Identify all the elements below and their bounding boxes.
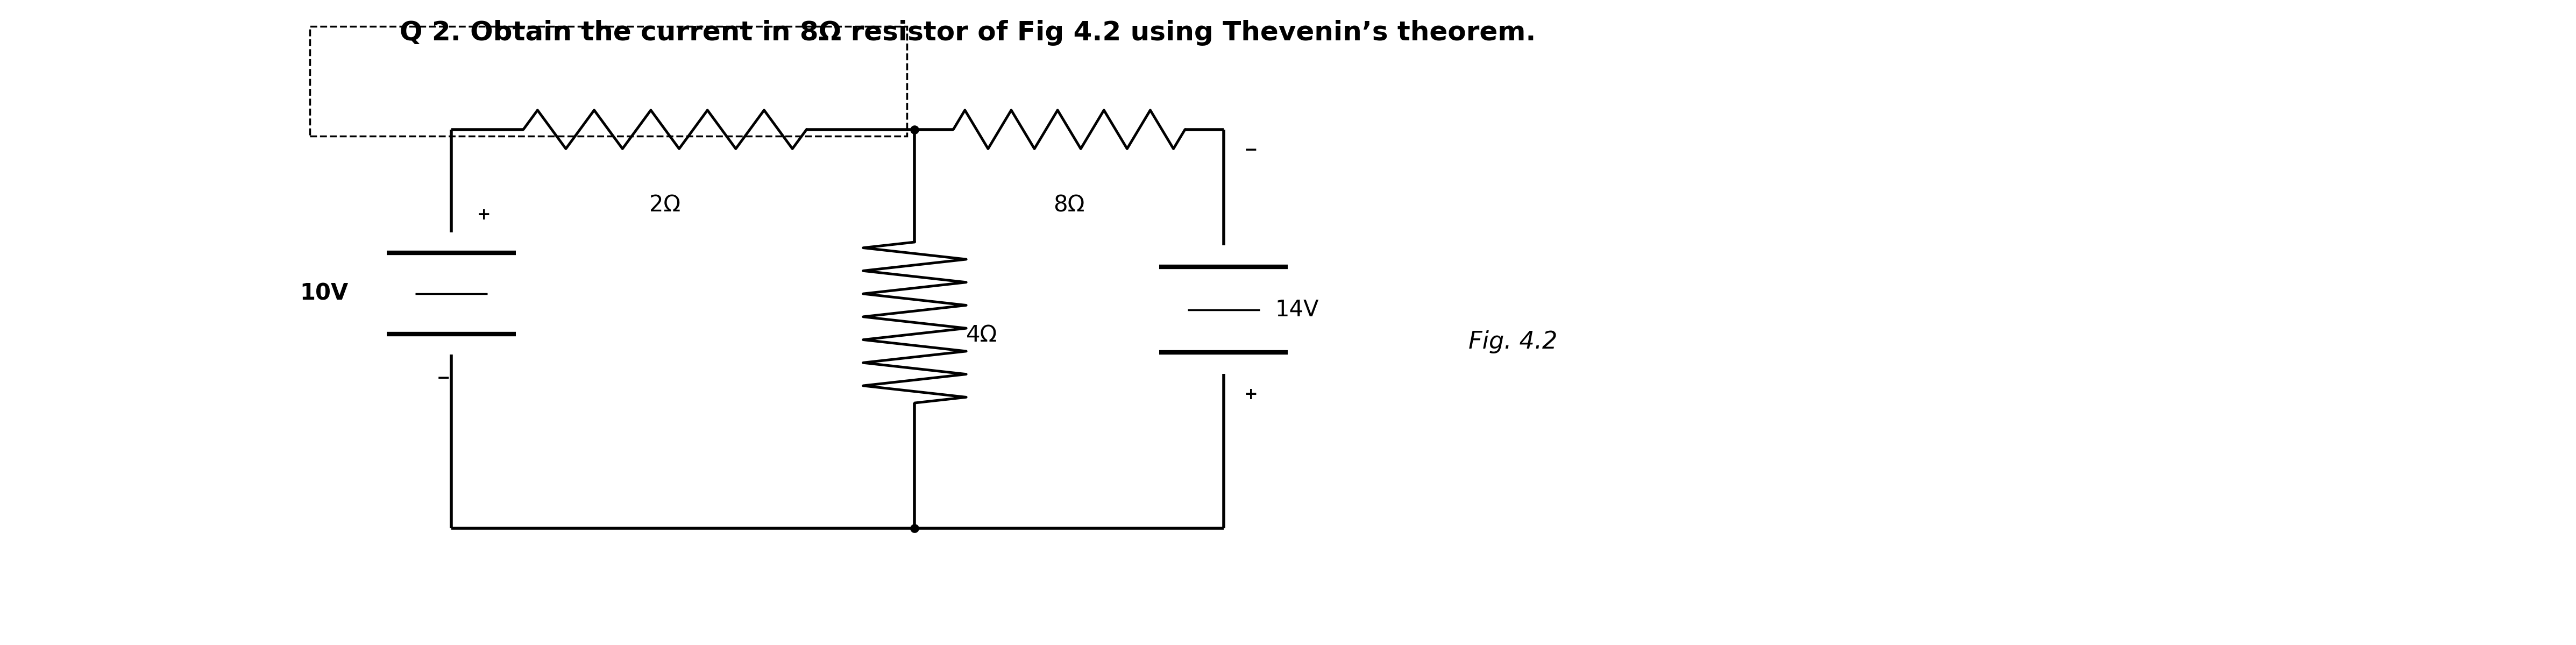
Point [894,523,935,533]
Text: +: + [477,207,492,223]
Text: 10V: 10V [299,283,348,305]
Text: 4Ω: 4Ω [966,324,997,346]
Point [894,124,935,135]
Text: −: − [1244,143,1257,158]
Bar [309,26,907,136]
Text: +: + [1244,387,1257,402]
Text: 2Ω: 2Ω [649,193,680,216]
Text: 8Ω: 8Ω [1054,193,1084,216]
Text: −: − [438,371,451,386]
Text: 14V: 14V [1275,299,1319,321]
Text: Q 2. Obtain the current in 8Ω resistor of Fig 4.2 using Thevenin’s theorem.: Q 2. Obtain the current in 8Ω resistor o… [399,20,1535,46]
Text: Fig. 4.2: Fig. 4.2 [1468,330,1556,353]
